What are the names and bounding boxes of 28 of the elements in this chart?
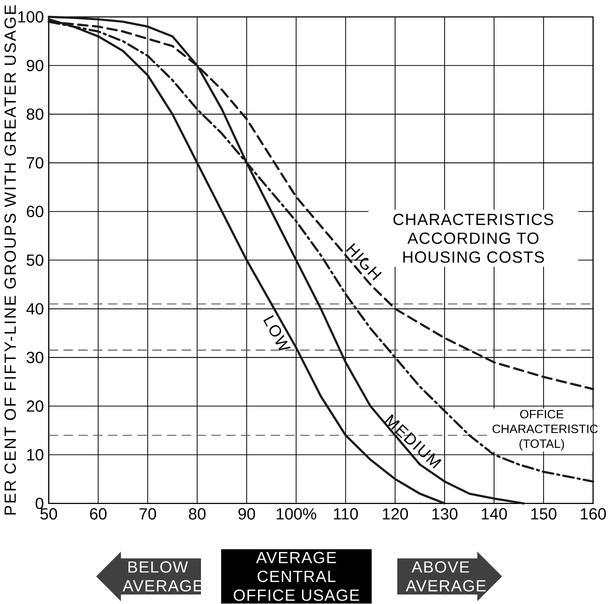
x-tick-label: 50	[40, 508, 58, 520]
y-tick-label: 40	[26, 303, 44, 315]
text: BELOW AVERAGE	[122, 561, 203, 592]
text: AVERAGE CENTRAL OFFICE USAGE	[234, 552, 360, 602]
y-axis-title: PER CENT OF FIFTY-LINE GROUPS WITH GREATER USAGE	[4, 5, 16, 515]
x-tick-label: 70	[140, 508, 156, 520]
x-tick-label: 130	[432, 508, 458, 520]
x-tick-label: 140	[482, 508, 507, 520]
y-tick-label: 90	[26, 60, 44, 72]
x-tick-label: 160	[580, 508, 606, 520]
y-tick-label: 20	[26, 400, 44, 412]
x-tick-label: 100%	[276, 508, 316, 520]
x-tick-label: 110	[334, 508, 358, 520]
x-tick-label: 80	[188, 508, 206, 520]
x-tick-label: 90	[238, 508, 256, 520]
x-tick-label: 120	[382, 508, 408, 520]
y-tick-label: 10	[27, 449, 44, 461]
y-tick-label: 30	[26, 352, 44, 364]
annotation: CHARACTERISTICS ACCORDING TO HOUSING COSTS	[393, 214, 554, 263]
y-tick-label: 0	[36, 498, 44, 510]
y-tick-label: 50	[26, 254, 44, 266]
x-tick-label: 60	[90, 508, 107, 520]
y-tick-label: 60	[26, 206, 44, 218]
y-tick-label: 70	[26, 157, 44, 169]
text: ABOVE AVERAGE	[406, 561, 486, 592]
y-tick-label: 80	[26, 108, 44, 120]
y-tick-label: 100	[18, 11, 44, 23]
x-tick-label: 150	[531, 508, 556, 520]
